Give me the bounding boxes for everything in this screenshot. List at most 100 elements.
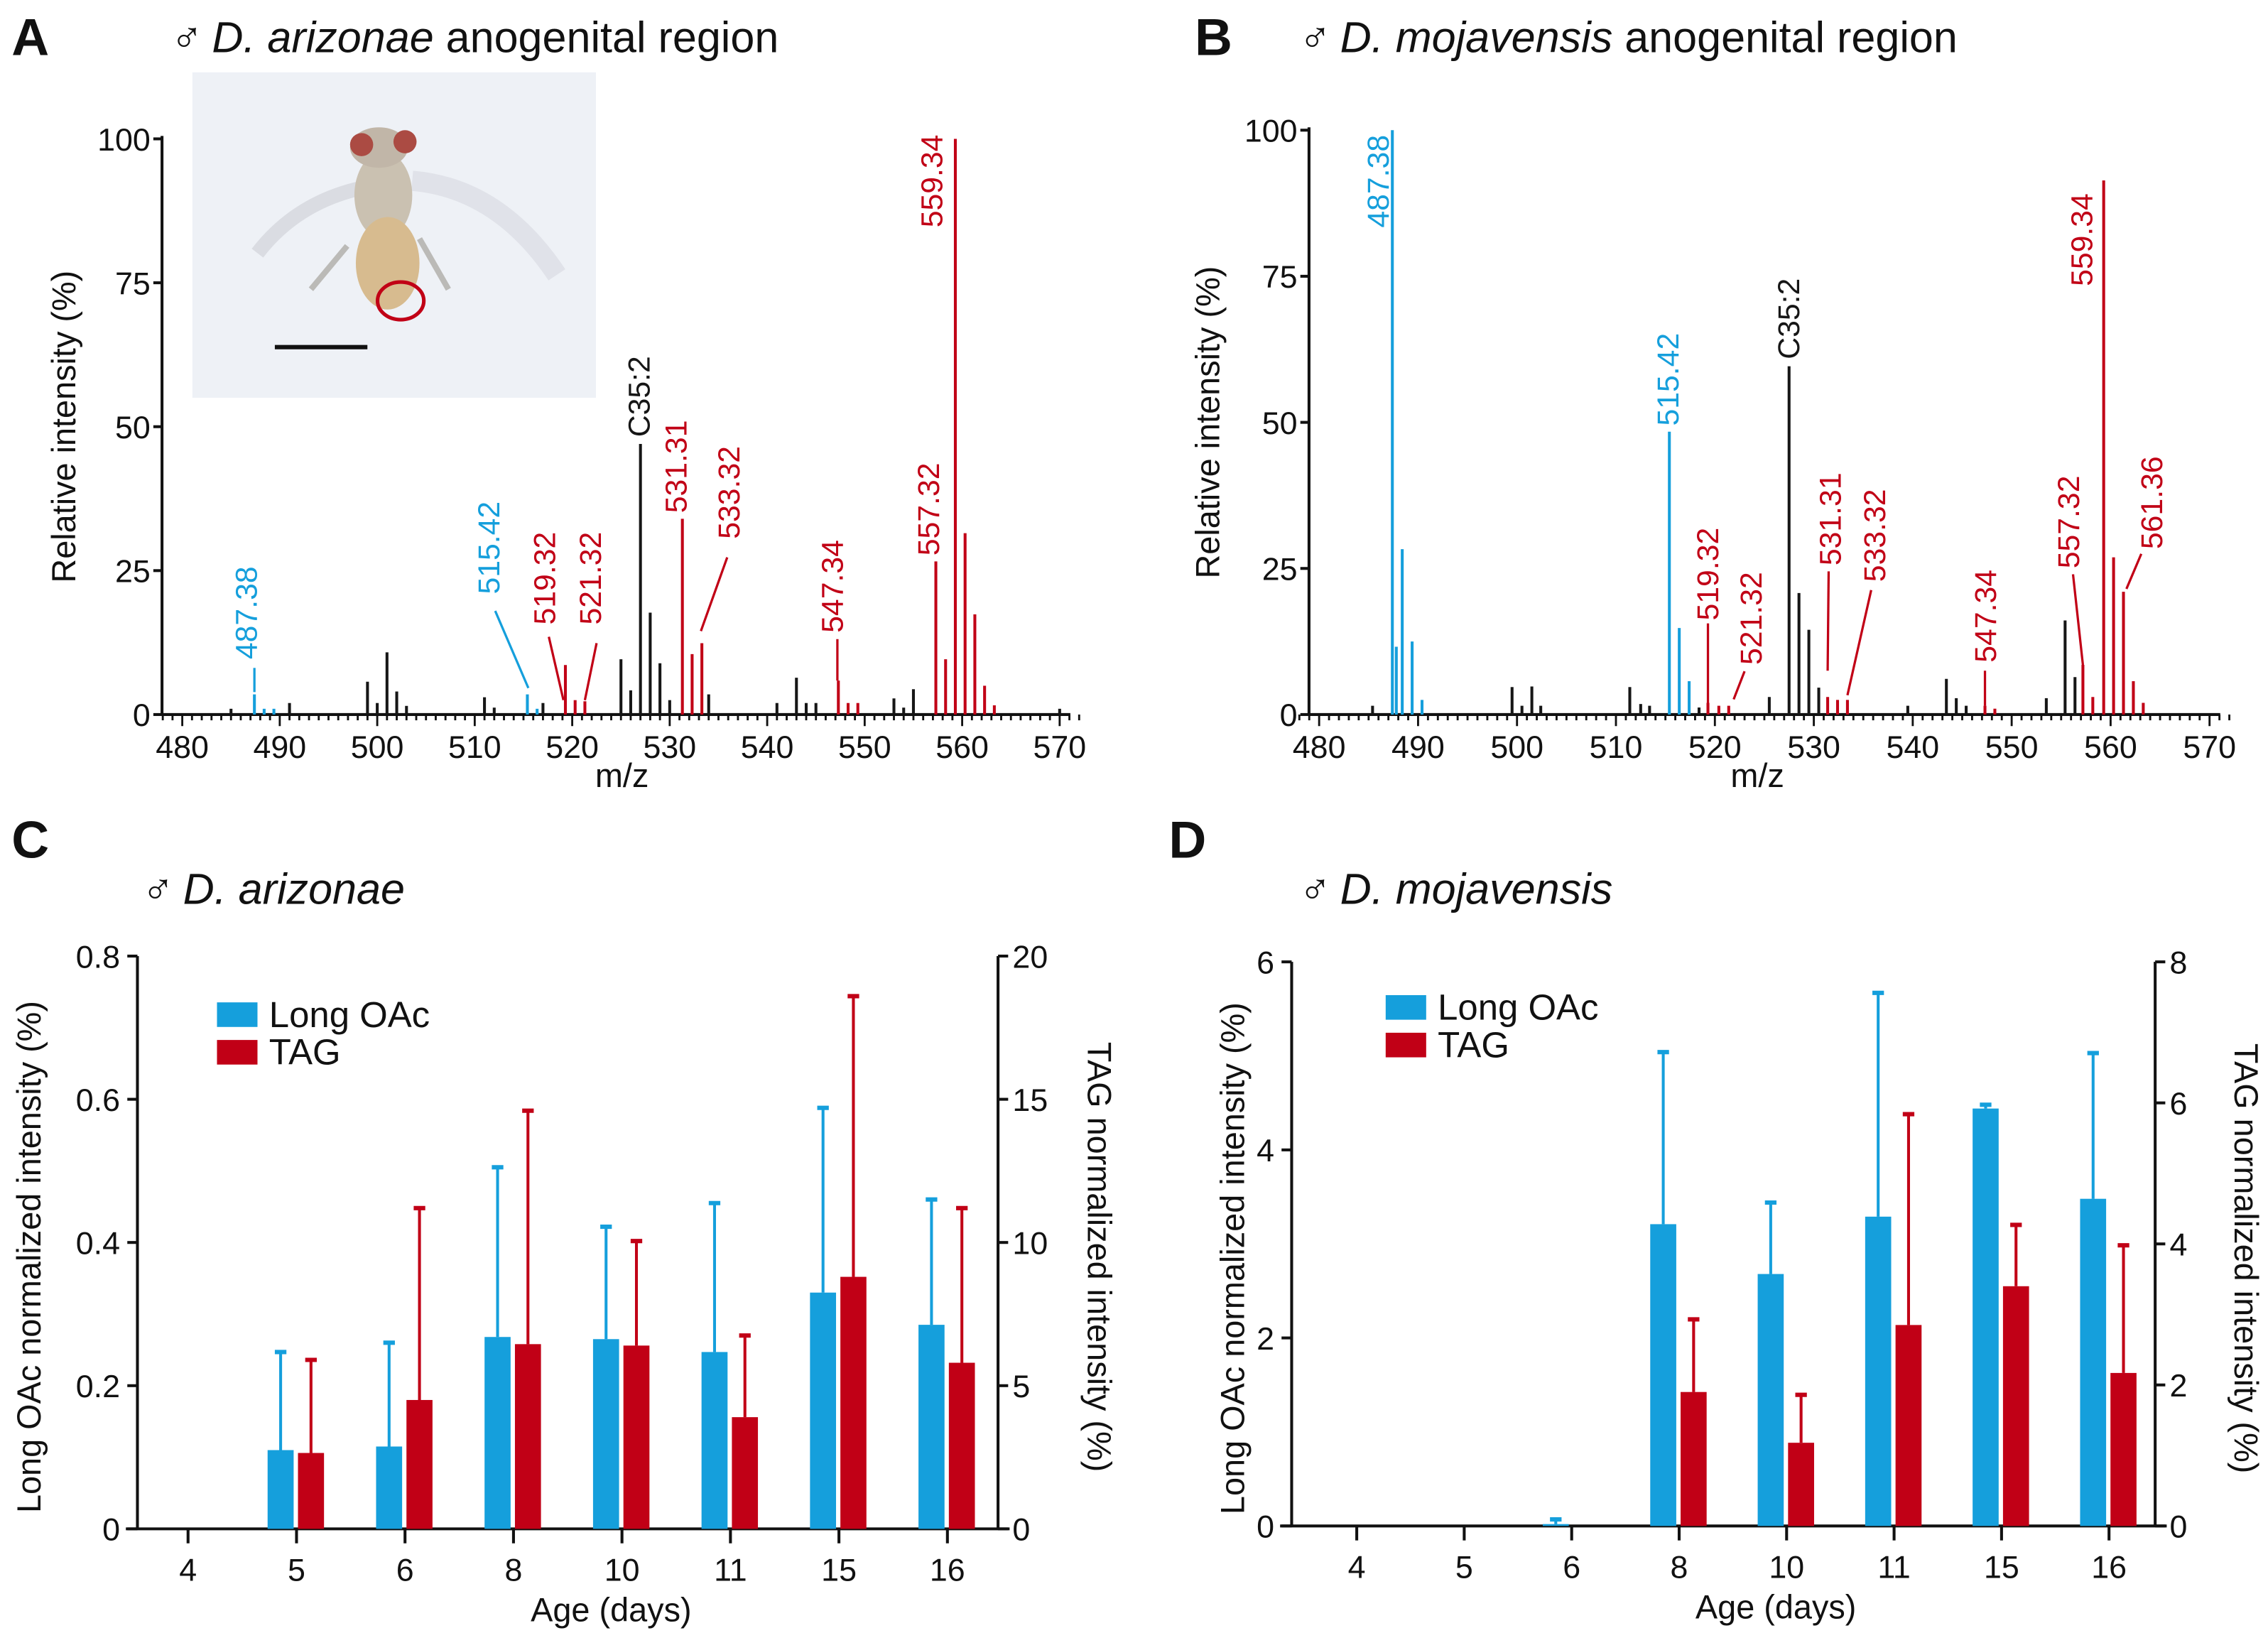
left-y-tick-label: 0 [1257, 1509, 1274, 1545]
right-y-tick-label: 2 [2170, 1368, 2188, 1404]
y-tick-label: 50 [115, 410, 151, 445]
x-tick-label: 540 [1886, 729, 1939, 765]
panel-b-header: B ♂ D. mojavensis anogenital region [1195, 8, 1958, 66]
panel-letter-d: D [1168, 811, 1206, 869]
annotation-leader-line [548, 636, 565, 701]
x-axis-label: Age (days) [1695, 1589, 1856, 1626]
x-tick-label: 550 [838, 729, 891, 765]
peak-annotation-label: 533.32 [712, 446, 747, 539]
left-y-tick-label: 6 [1257, 945, 1274, 980]
left-y-axis-label: Long OAc normalized intensity (%) [1214, 1002, 1251, 1514]
bar-long-oac [1865, 1216, 1892, 1526]
spectrum-chart-b: 480 490 500 510 520 530 540 550 560 570 0 25 50 75 100… [1190, 114, 2236, 794]
x-tick-label: 500 [1490, 729, 1543, 765]
bar-tag [1681, 1391, 1707, 1526]
x-axis-label: m/z [595, 757, 649, 794]
bar-long-oac [918, 1325, 945, 1529]
y-tick-label: 25 [1262, 552, 1298, 587]
anogenital-region-circle [375, 280, 426, 322]
left-y-tick-label: 0.6 [76, 1083, 120, 1118]
panel-c-header: C ♂ D. arizonae [11, 811, 405, 913]
x-axis-label: m/z [1730, 757, 1784, 794]
peak-annotation-label: C35:2 [1772, 278, 1806, 359]
legend-swatch-red [1385, 1032, 1426, 1058]
y-tick-label: 50 [1262, 406, 1298, 441]
left-y-tick-label: 4 [1257, 1133, 1274, 1168]
peak-annotation-label: 533.32 [1858, 489, 1892, 582]
annotation-leader-line [1846, 590, 1872, 696]
panel-c-title: ♂ D. arizonae [142, 865, 405, 913]
x-tick-label: 510 [448, 729, 501, 765]
bar-long-oac [376, 1446, 403, 1529]
peak-annotation-label: 521.32 [574, 532, 608, 625]
bar-tag [623, 1345, 650, 1529]
bar-tag [2002, 1286, 2029, 1526]
y-axis-label: Relative intensity (%) [1190, 266, 1227, 579]
annotation-leader-line [2071, 574, 2085, 666]
left-y-tick-label: 0 [102, 1512, 120, 1548]
left-y-tick-label: 2 [1257, 1321, 1274, 1357]
species-name: D. mojavensis [1340, 13, 1613, 61]
right-y-tick-label: 0 [2170, 1509, 2188, 1545]
x-tick-label: 520 [1688, 729, 1742, 765]
peak-annotation-label: 531.31 [660, 421, 694, 514]
bar-tag [1895, 1325, 1922, 1526]
y-tick-label: 0 [1280, 698, 1298, 733]
peak-annotation-label: 519.32 [1691, 528, 1725, 621]
male-symbol-icon: ♂ [142, 865, 175, 913]
bar-long-oac [592, 1339, 619, 1529]
right-y-tick-label: 8 [2170, 945, 2188, 980]
x-tick-label: 480 [156, 729, 209, 765]
annotation-leader-line [2125, 553, 2143, 590]
right-y-tick-label: 10 [1012, 1225, 1048, 1261]
right-y-tick-label: 20 [1012, 939, 1048, 975]
x-tick-label: 6 [396, 1553, 414, 1588]
x-tick-label: 16 [930, 1553, 965, 1588]
panel-a-title: ♂ D. arizonae anogenital region [170, 13, 778, 61]
x-tick-label: 530 [643, 729, 696, 765]
x-tick-label: 8 [504, 1553, 522, 1588]
bar-chart-d: 0 2 4 6 0 2 4 6 8 4 5 6 8 10 11 15 16 Age (days) Long OAc … [1214, 945, 2264, 1625]
y-tick-label: 0 [133, 698, 151, 733]
x-tick-label: 560 [935, 729, 989, 765]
x-axis-label: Age (days) [531, 1592, 691, 1629]
x-tick-label: 490 [253, 729, 306, 765]
annotation-leader-line [1732, 671, 1746, 700]
x-tick-label: 4 [179, 1553, 197, 1588]
right-y-tick-label: 0 [1012, 1512, 1030, 1548]
peak-annotation-label: 515.42 [472, 501, 506, 595]
species-name: D. mojavensis [1340, 865, 1613, 913]
peak-annotation-label: 519.32 [528, 532, 562, 625]
legend-swatch-red [217, 1040, 258, 1065]
x-tick-label: 480 [1293, 729, 1346, 765]
x-tick-label: 10 [1769, 1550, 1804, 1585]
fly-photo-inset [192, 72, 596, 398]
left-y-tick-label: 0.8 [76, 939, 120, 975]
x-tick-label: 6 [1563, 1550, 1580, 1585]
male-symbol-icon: ♂ [1299, 865, 1332, 913]
bar-long-oac [267, 1450, 294, 1529]
panel-letter-b: B [1195, 8, 1232, 66]
fly-image [251, 127, 565, 310]
spectrum-chart-a: 480 490 500 510 520 530 540 550 560 570 0 25 50 75 100… [45, 122, 1086, 794]
bar-tag [1788, 1443, 1814, 1526]
y-tick-label: 100 [1244, 114, 1298, 149]
x-tick-label: 11 [1877, 1550, 1910, 1585]
bar-long-oac [1973, 1108, 1999, 1526]
legend-label: TAG [269, 1032, 341, 1073]
annotation-leader-line [700, 557, 729, 631]
bar-tag [840, 1276, 867, 1529]
x-tick-label: 490 [1391, 729, 1445, 765]
peak-annotation-label: 487.38 [1362, 135, 1396, 228]
panel-letter-a: A [11, 8, 49, 66]
left-y-tick-label: 0.2 [76, 1369, 120, 1404]
title-suffix: anogenital region [1612, 13, 1958, 61]
x-tick-label: 520 [546, 729, 599, 765]
bar-long-oac [2080, 1198, 2107, 1526]
peak-annotation-label: 547.34 [1969, 570, 2003, 663]
y-tick-label: 25 [115, 554, 151, 590]
peak-annotation-label: 561.36 [2135, 456, 2169, 549]
peak-annotation-label: 557.32 [912, 462, 946, 555]
annotation-leader-line [583, 643, 598, 701]
